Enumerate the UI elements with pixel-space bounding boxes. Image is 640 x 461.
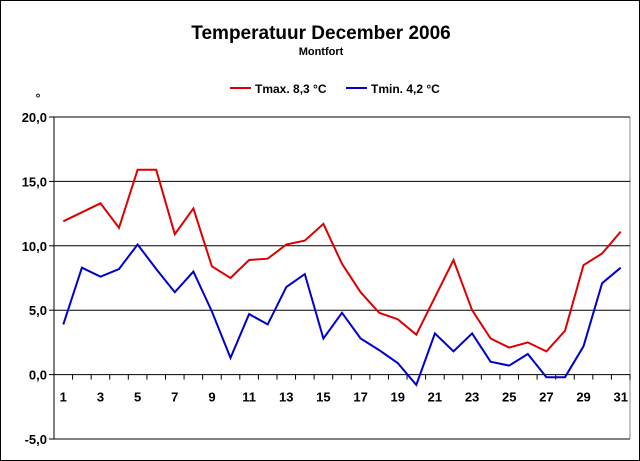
tmax-line	[62, 168, 622, 353]
y-tick-label: 10,0	[22, 239, 47, 254]
x-tick-label: 31	[613, 390, 627, 405]
y-axis-label: °	[36, 91, 41, 105]
y-tick-label: -5,0	[25, 432, 47, 447]
x-tick-label: 21	[428, 390, 442, 405]
legend: Tmax. 8,3 °C Tmin. 4,2 °C	[230, 82, 440, 96]
y-tick-label: 0,0	[29, 368, 47, 383]
x-tick-label: 15	[316, 390, 330, 405]
x-tick-label: 17	[353, 390, 367, 405]
x-tick-label: 7	[171, 390, 178, 405]
legend-label-tmax: Tmax. 8,3 °C	[255, 82, 327, 96]
y-tick-label: 15,0	[22, 174, 47, 189]
x-tick-label: 19	[391, 390, 405, 405]
x-tick-label: 11	[242, 390, 256, 405]
x-tick-label: 5	[134, 390, 141, 405]
legend-label-tmin: Tmin. 4,2 °C	[371, 82, 440, 96]
chart-subtitle: Montfort	[299, 46, 344, 58]
y-tick-label: 20,0	[22, 110, 47, 125]
x-tick-label: 29	[576, 390, 590, 405]
x-tick-label: 25	[502, 390, 516, 405]
x-tick-label: 23	[465, 390, 479, 405]
x-tick-label: 27	[539, 390, 553, 405]
x-tick-label: 9	[208, 390, 215, 405]
x-tick-label: 3	[97, 390, 104, 405]
y-tick-label: 5,0	[29, 303, 47, 318]
chart-title: Temperatuur December 2006	[191, 23, 450, 44]
x-tick-label: 13	[279, 390, 293, 405]
x-tick-label: 1	[60, 390, 67, 405]
